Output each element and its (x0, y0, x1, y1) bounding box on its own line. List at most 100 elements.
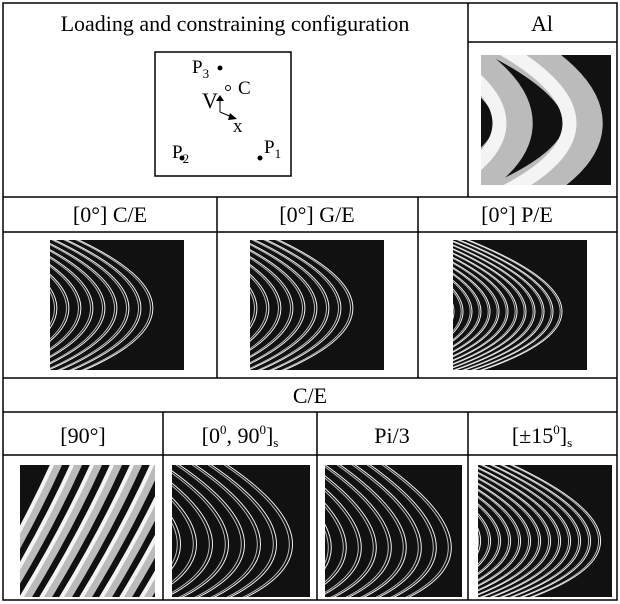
fringe (478, 497, 509, 581)
fringe (325, 465, 392, 597)
fringe (339, 465, 407, 597)
fringe (478, 490, 519, 586)
fringe (453, 303, 455, 320)
fringe (384, 465, 452, 597)
fringe-bg (325, 465, 462, 597)
fringe (499, 465, 589, 597)
point-label: P2 (172, 142, 189, 166)
fringe (478, 466, 561, 597)
fringe (172, 522, 178, 565)
fringe (50, 256, 94, 359)
fringe (478, 471, 551, 597)
fringe (50, 287, 58, 329)
fringe (453, 257, 507, 361)
fringe (453, 272, 482, 348)
fringe (172, 470, 229, 597)
material-label: Al (531, 11, 553, 36)
fringe (51, 240, 127, 370)
fringe (275, 240, 351, 370)
fringe (250, 265, 279, 350)
point-name: P (192, 57, 203, 78)
fringe (453, 274, 480, 347)
fringe (50, 290, 55, 326)
fringe (453, 261, 500, 358)
fringe (369, 465, 437, 597)
fringe (50, 265, 79, 350)
fringe (172, 497, 197, 585)
fringe (453, 268, 489, 352)
column-header: [0°] P/E (481, 202, 553, 227)
fringe (478, 495, 511, 582)
fringe (479, 465, 569, 597)
label-part: [±15 (512, 423, 553, 448)
fringe (265, 240, 342, 370)
fringe (250, 264, 282, 351)
fringe (325, 477, 374, 597)
fringe (20, 465, 103, 597)
fringe (20, 465, 75, 570)
fringe (491, 465, 581, 597)
fringe (223, 465, 290, 597)
fringe (172, 516, 181, 569)
fringe (453, 249, 525, 368)
fringe (50, 276, 67, 340)
fringe (481, 465, 571, 597)
fringe (79, 465, 155, 597)
fringe (250, 290, 255, 326)
fringe (77, 240, 154, 370)
fringe (481, 74, 507, 171)
column-header: [90°] (60, 423, 105, 448)
fringe (20, 465, 83, 584)
fringe (351, 465, 419, 597)
fringe (119, 534, 155, 597)
fringe (119, 534, 155, 597)
fringe (139, 570, 155, 597)
fringe (481, 55, 533, 185)
fringe (478, 513, 491, 567)
fringe (59, 465, 135, 597)
fringe (325, 490, 359, 593)
fringe (478, 472, 549, 597)
fringe (50, 250, 103, 363)
fringe (250, 287, 258, 329)
fringe (207, 465, 274, 597)
label-sup: 0 (553, 422, 560, 437)
fringe (99, 496, 155, 597)
fringe (277, 240, 354, 370)
fringe (456, 240, 552, 370)
fringe (478, 482, 531, 592)
fringe (453, 281, 471, 341)
fringe (453, 279, 473, 342)
fringe (178, 465, 245, 597)
fringe (511, 465, 601, 597)
fringe (50, 257, 91, 357)
fringe (250, 250, 303, 363)
fringe (453, 252, 518, 365)
config-diagram (154, 51, 292, 177)
fringe (172, 472, 226, 597)
column-header: [±150]s (512, 422, 572, 450)
config-title: Loading and constraining configuration (61, 11, 410, 36)
fringe (465, 240, 561, 370)
center-label: C (238, 78, 251, 99)
point-label: P1 (264, 137, 281, 161)
fringe-image (325, 465, 462, 597)
column-header: Pi/3 (374, 423, 409, 448)
fringe (453, 245, 534, 370)
fringe (39, 465, 115, 597)
point-sub: 1 (275, 146, 282, 161)
section-header: C/E (293, 383, 327, 408)
fringe (75, 240, 151, 370)
fringe (489, 465, 579, 597)
fringe (478, 515, 489, 565)
fringe (226, 465, 293, 597)
fringe (453, 257, 509, 362)
label-part: ] (560, 423, 567, 448)
fringe-image (50, 240, 184, 370)
fringe (172, 482, 213, 595)
fringe (20, 465, 95, 597)
fringe (250, 257, 291, 357)
fringe (488, 55, 603, 185)
